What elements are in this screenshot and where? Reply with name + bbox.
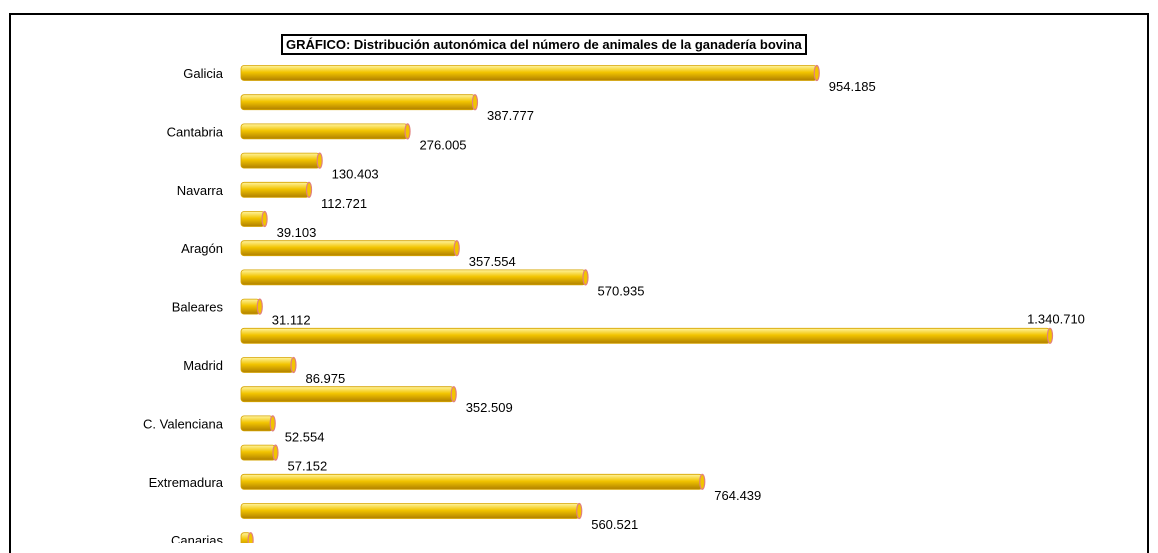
bar (240, 415, 274, 432)
category-label: Aragón (181, 241, 223, 256)
bar-end-cap (316, 152, 323, 169)
data-label: 570.935 (598, 283, 645, 298)
bar-end-cap (305, 181, 313, 198)
bar-end-cap (582, 269, 589, 286)
category-label: C. Valenciana (143, 416, 224, 431)
bar (240, 65, 818, 81)
bar (240, 503, 580, 519)
chart-frame (9, 13, 1149, 553)
bar-end-cap (290, 356, 297, 374)
bar-end-cap (272, 444, 279, 461)
bar (240, 211, 265, 227)
data-label: 57.152 (287, 459, 327, 474)
bar-end-cap (471, 94, 479, 111)
category-label: Galicia (183, 66, 224, 81)
data-label: 764.439 (714, 488, 761, 503)
bar (240, 152, 321, 169)
bar-end-cap (269, 415, 276, 432)
category-label: Madrid (183, 358, 223, 373)
bar-end-cap (576, 502, 583, 520)
bar-end-cap (247, 532, 254, 543)
bar-end-cap (450, 386, 457, 403)
data-label: 52.554 (285, 429, 325, 444)
category-label: Extremadura (149, 475, 224, 490)
chart-title: GRÁFICO: Distribución autonómica del núm… (281, 34, 807, 55)
bar (240, 473, 703, 490)
bar-end-cap (699, 473, 706, 490)
bar (240, 357, 294, 373)
data-label: 31.112 (272, 313, 311, 328)
category-label: Canarias (171, 533, 224, 543)
bar (240, 123, 408, 140)
bar (240, 94, 476, 111)
data-label: 130.403 (332, 167, 379, 182)
category-label: Navarra (177, 183, 224, 198)
data-label: 560.521 (591, 517, 638, 532)
bar (240, 444, 276, 461)
bar (240, 386, 455, 403)
bar-end-cap (453, 240, 460, 257)
bar-end-cap (813, 64, 820, 82)
data-label: 39.103 (277, 225, 317, 240)
category-label: Cantabria (167, 124, 224, 139)
data-label: 112.721 (321, 196, 367, 211)
data-label: 86.975 (305, 371, 345, 386)
data-label: 276.005 (420, 137, 467, 152)
bar (240, 181, 310, 198)
bar (240, 240, 458, 257)
bar (240, 327, 1051, 344)
bar-end-cap (404, 123, 411, 140)
data-label: 954.185 (829, 79, 876, 94)
bar-end-cap (1046, 327, 1054, 344)
data-label: 387.777 (487, 108, 534, 123)
data-label: 357.554 (469, 254, 516, 269)
bar-end-cap (256, 298, 263, 315)
bar-end-cap (261, 210, 268, 228)
data-label: 352.509 (466, 400, 513, 415)
data-label: 1.340.710 (1027, 311, 1085, 326)
bar (240, 269, 586, 286)
category-label: Baleares (172, 300, 224, 315)
